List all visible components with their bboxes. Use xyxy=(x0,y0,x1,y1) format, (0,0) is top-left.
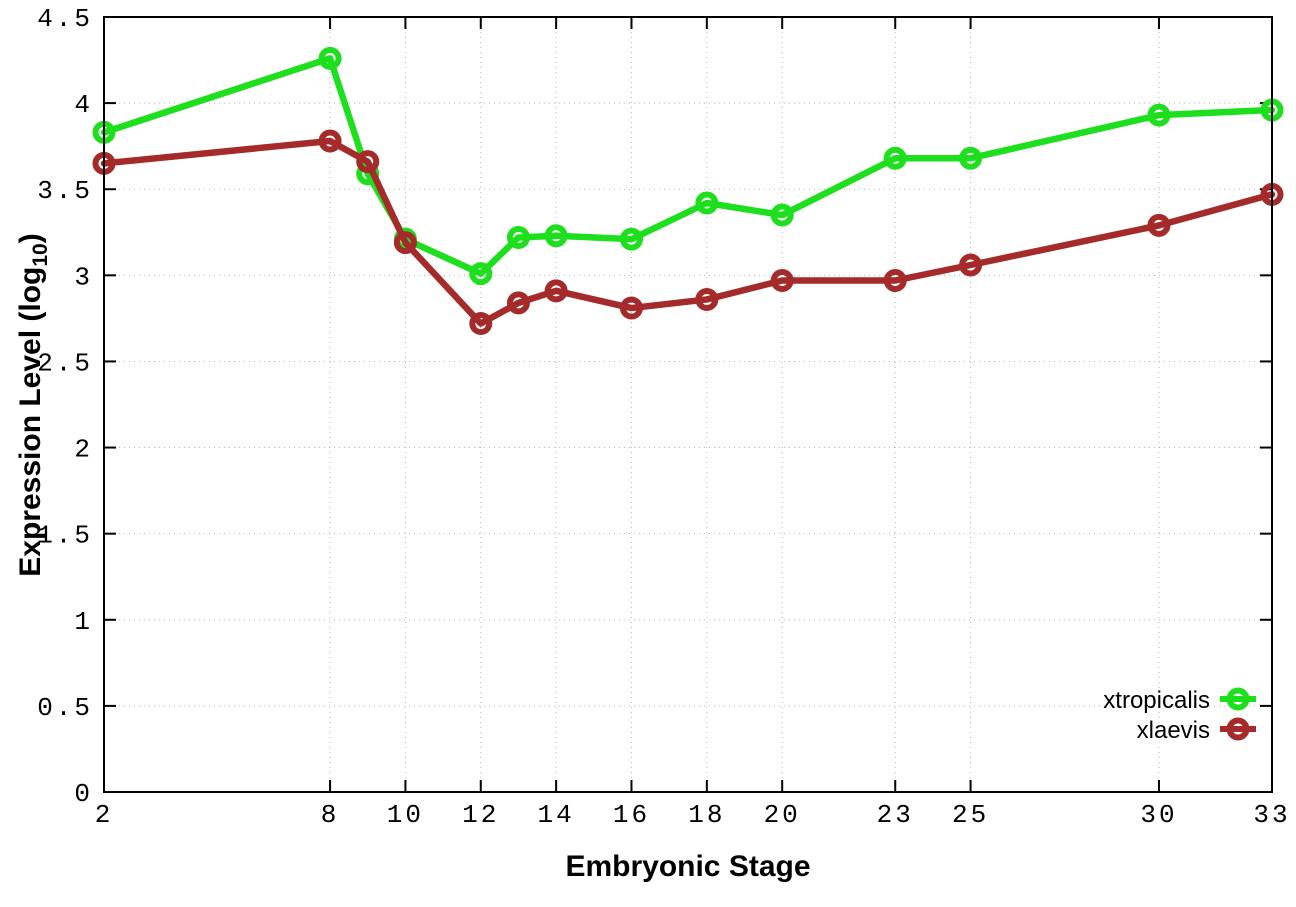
series-xtropicalis-point xyxy=(959,146,983,170)
legend-label-xlaevis: xlaevis xyxy=(1137,717,1210,744)
y-tick-label: 0.5 xyxy=(37,693,93,723)
y-tick-label: 3 xyxy=(74,262,93,292)
x-tick-label: 20 xyxy=(764,800,801,830)
series-xtropicalis-point xyxy=(1147,103,1171,127)
y-tick-label: 4.5 xyxy=(37,4,93,34)
y-axis-title-main: Expression Level (log xyxy=(14,267,47,577)
x-tick-label: 2 xyxy=(95,800,114,830)
y-axis-title-subscript: 10 xyxy=(29,243,52,266)
y-axis-title-end: ) xyxy=(14,233,47,243)
x-tick-label: 12 xyxy=(462,800,499,830)
gridlines xyxy=(104,17,1272,792)
x-tick-label: 16 xyxy=(613,800,650,830)
series-xtropicalis-point xyxy=(318,46,342,70)
series-xtropicalis-point xyxy=(506,225,530,249)
y-tick-label: 1.5 xyxy=(37,521,93,551)
series-xlaevis-point xyxy=(1147,213,1171,237)
x-axis-title: Embryonic Stage xyxy=(565,850,810,883)
series-xlaevis-point xyxy=(883,269,907,292)
series-xtropicalis-point xyxy=(544,224,568,248)
series-xtropicalis-point xyxy=(883,146,907,170)
series-xlaevis-point xyxy=(356,150,380,174)
x-tick-label: 18 xyxy=(688,800,725,830)
x-tick-label: 25 xyxy=(952,800,989,830)
y-axis-title: Expression Level (log10) xyxy=(14,233,52,576)
y-tick-label: 4 xyxy=(74,90,93,120)
series-xlaevis-point xyxy=(695,287,719,311)
series-xlaevis-point xyxy=(959,253,983,277)
tick-labels: 2 8 10 12 14 16 18 20 23 25 30 33 0 0.5 1 1.5 2 2.5 3 3.5 4 4… xyxy=(37,4,1290,830)
series-xlaevis-point xyxy=(506,291,530,315)
plot-border xyxy=(103,16,1273,793)
y-tick-label: 0 xyxy=(74,779,93,809)
y-tick-label: 2.5 xyxy=(37,348,93,378)
x-tick-label: 14 xyxy=(538,800,575,830)
series-xlaevis-point xyxy=(770,269,794,292)
legend-label-xtropicalis: xtropicalis xyxy=(1103,687,1210,714)
series-xlaevis-point xyxy=(318,129,342,153)
series-xtropicalis-line xyxy=(100,55,1276,277)
series-xlaevis-point xyxy=(469,312,493,336)
y-tick-label: 1 xyxy=(74,607,93,637)
series-xtropicalis-point xyxy=(695,191,719,215)
x-tick-label: 33 xyxy=(1253,800,1290,830)
legend-sample-marker-xlaevis xyxy=(1226,717,1250,741)
legend-sample-marker-xtropicalis xyxy=(1226,687,1250,711)
tick-marks xyxy=(103,16,1273,793)
y-tick-label: 2 xyxy=(74,435,93,465)
x-tick-label: 30 xyxy=(1140,800,1177,830)
series-xlaevis-line xyxy=(100,137,1276,327)
series-xlaevis-point xyxy=(393,231,417,255)
series-xtropicalis-point xyxy=(619,227,643,251)
y-tick-label: 3.5 xyxy=(37,176,93,206)
series-xlaevis-point xyxy=(619,296,643,320)
legend-samples xyxy=(1220,687,1256,741)
data-series xyxy=(92,46,1284,336)
series-xtropicalis-point xyxy=(770,203,794,227)
x-tick-label: 23 xyxy=(877,800,914,830)
x-tick-label: 8 xyxy=(321,800,340,830)
series-xtropicalis-point xyxy=(469,262,493,286)
series-xlaevis-point xyxy=(544,279,568,303)
x-tick-label: 10 xyxy=(387,800,424,830)
